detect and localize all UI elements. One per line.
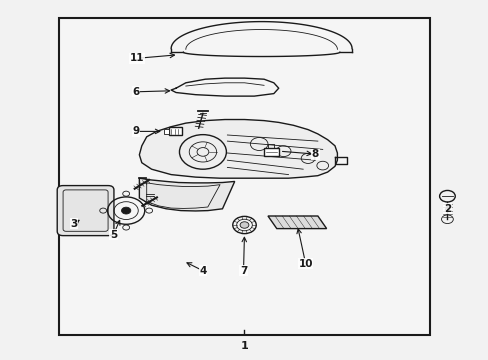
Bar bbox=[263, 148, 279, 156]
Text: 5: 5 bbox=[110, 230, 117, 240]
Text: 4: 4 bbox=[199, 266, 206, 276]
Text: 7: 7 bbox=[239, 266, 247, 276]
Text: 9: 9 bbox=[132, 126, 139, 136]
Polygon shape bbox=[267, 216, 326, 229]
Text: 10: 10 bbox=[298, 258, 312, 269]
Polygon shape bbox=[139, 120, 337, 178]
Circle shape bbox=[240, 222, 248, 228]
Text: 2: 2 bbox=[443, 204, 450, 214]
FancyBboxPatch shape bbox=[57, 186, 114, 236]
Text: 11: 11 bbox=[129, 53, 144, 63]
Bar bbox=[168, 127, 182, 135]
Circle shape bbox=[121, 207, 131, 214]
Polygon shape bbox=[139, 178, 234, 211]
Bar bbox=[163, 129, 168, 134]
Text: 8: 8 bbox=[311, 149, 318, 159]
Text: 1: 1 bbox=[240, 341, 248, 351]
Bar bbox=[59, 18, 429, 335]
Text: 3: 3 bbox=[71, 219, 78, 229]
Text: 6: 6 bbox=[132, 87, 139, 97]
